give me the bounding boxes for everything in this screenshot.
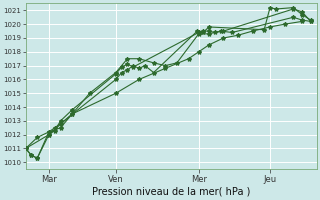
X-axis label: Pression niveau de la mer( hPa ): Pression niveau de la mer( hPa ): [92, 187, 250, 197]
